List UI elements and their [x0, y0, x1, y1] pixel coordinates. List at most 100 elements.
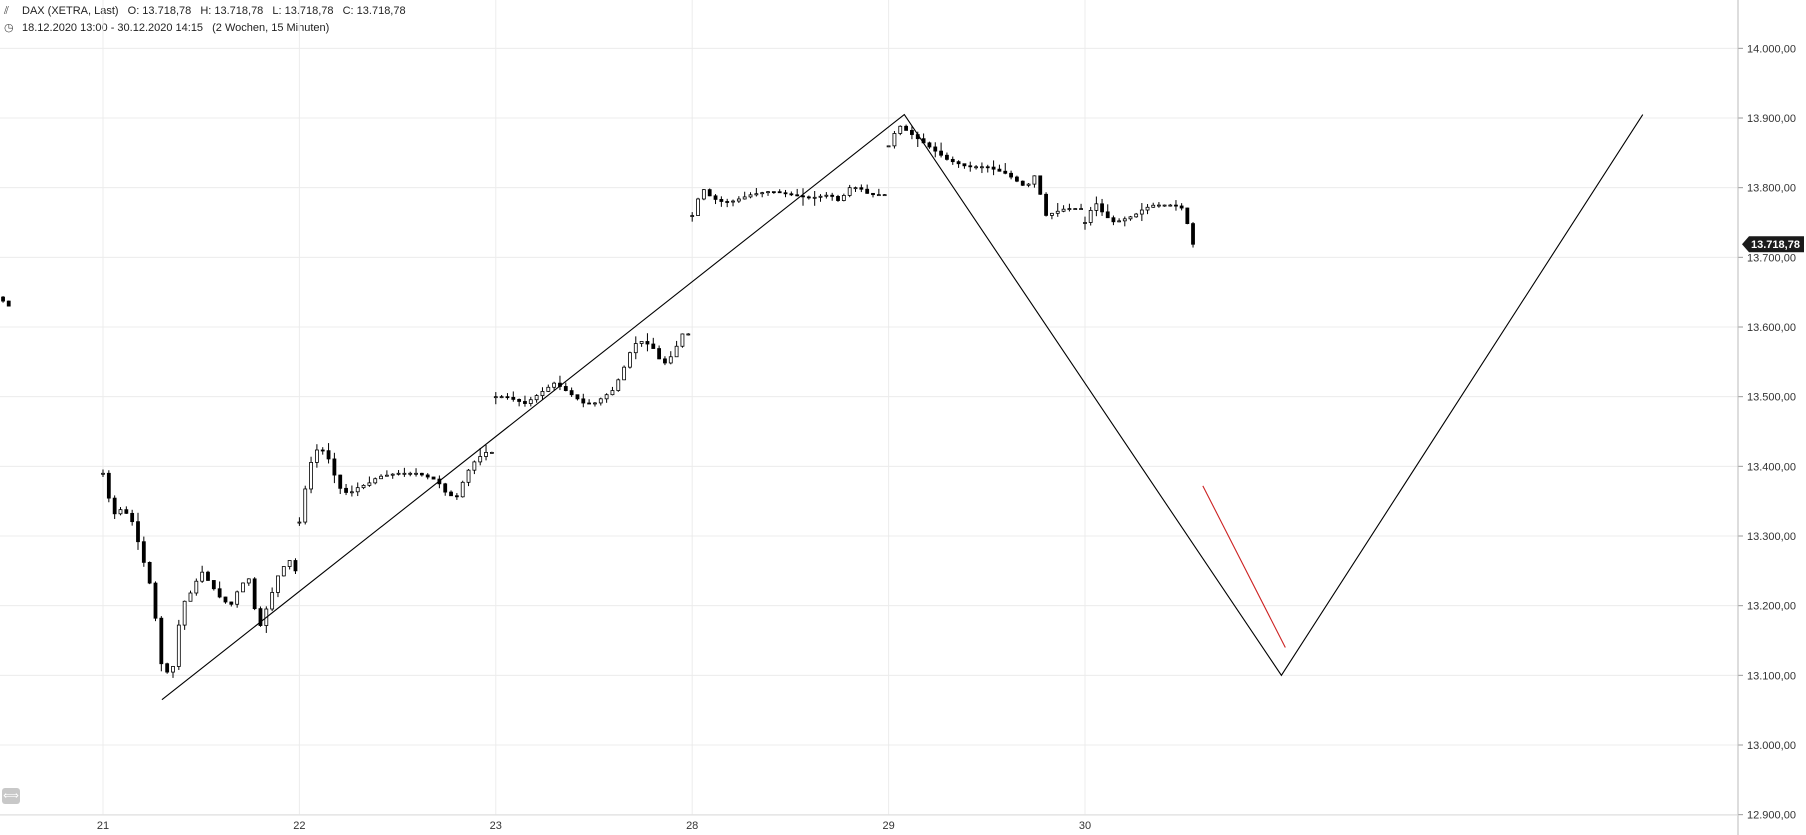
- date-range: 18.12.2020 13:00 - 30.12.2020 14:15: [22, 22, 204, 34]
- candlestick-icon[interactable]: ⫽: [4, 5, 9, 17]
- candle: [402, 467, 407, 477]
- trendline[interactable]: [161, 113, 1644, 701]
- candle: [270, 587, 275, 612]
- candle: [523, 395, 527, 407]
- low-value: L: 13.718,78: [272, 5, 334, 17]
- candle: [886, 145, 891, 148]
- candle: [293, 558, 298, 574]
- candle: [783, 189, 788, 198]
- candle: [112, 495, 117, 520]
- grid: [0, 0, 1738, 816]
- candle: [478, 447, 483, 466]
- candle: [182, 600, 187, 630]
- candle: [153, 581, 158, 622]
- candle: [443, 482, 448, 496]
- candle: [141, 536, 146, 567]
- x-tick-label: 29: [882, 820, 894, 832]
- candle: [707, 188, 712, 197]
- candle: [367, 476, 372, 487]
- instrument-name: DAX (XETRA, Last): [22, 5, 119, 17]
- candle: [419, 472, 424, 477]
- chart-header: ⫽ DAX (XETRA, Last) O: 13.718,78 H: 13.71…: [4, 5, 412, 18]
- candle: [622, 365, 627, 381]
- candle: [1044, 192, 1048, 217]
- candle: [1179, 203, 1184, 211]
- candle: [754, 188, 759, 197]
- candle: [806, 195, 811, 200]
- candle: [657, 345, 662, 360]
- candle: [517, 398, 522, 407]
- candle: [701, 189, 706, 201]
- candle: [546, 384, 551, 393]
- candle: [604, 393, 609, 403]
- toggle-panel-icon[interactable]: ⟺: [2, 788, 20, 804]
- y-tick-label: 13.900,00: [1747, 113, 1796, 125]
- candle: [904, 124, 908, 131]
- candle: [124, 506, 129, 514]
- candle: [950, 156, 955, 165]
- candle: [552, 381, 557, 391]
- candle: [297, 517, 302, 526]
- candle: [258, 606, 263, 627]
- candle: [910, 125, 914, 140]
- x-tick-label: 21: [97, 820, 109, 832]
- candle: [1134, 212, 1139, 218]
- y-tick-label: 13.400,00: [1747, 461, 1796, 473]
- candle: [581, 393, 586, 408]
- candle: [136, 512, 140, 550]
- candle: [795, 188, 800, 197]
- candle: [1162, 204, 1167, 207]
- red-line[interactable]: [1202, 485, 1286, 648]
- candle: [985, 164, 990, 173]
- candle: [159, 616, 164, 672]
- candle: [812, 191, 817, 206]
- candle: [493, 392, 498, 405]
- x-tick-label: 23: [490, 820, 502, 832]
- candle: [587, 399, 592, 405]
- candle: [320, 447, 325, 455]
- candle: [1122, 216, 1127, 227]
- candle: [1094, 196, 1099, 217]
- candle: [859, 184, 864, 193]
- candle: [1088, 206, 1093, 226]
- candle: [130, 509, 135, 526]
- y-tick-label: 13.300,00: [1747, 531, 1796, 543]
- candle: [1139, 203, 1144, 222]
- candle: [1083, 216, 1087, 230]
- candle: [865, 184, 870, 194]
- candle: [801, 188, 805, 206]
- candle: [460, 480, 465, 498]
- candle: [616, 378, 621, 392]
- candle: [229, 601, 234, 607]
- candle: [425, 473, 430, 480]
- candle: [871, 192, 875, 198]
- candle: [246, 578, 251, 586]
- candle: [1079, 203, 1083, 210]
- candle: [610, 386, 615, 396]
- candle: [309, 456, 313, 494]
- candle: [1168, 203, 1173, 207]
- candle: [171, 665, 175, 678]
- candle: [338, 474, 343, 495]
- candle: [1015, 175, 1019, 183]
- candle: [760, 191, 765, 198]
- candles: [1, 124, 1195, 678]
- candle: [1191, 222, 1195, 248]
- candle: [1174, 200, 1178, 211]
- candle: [882, 194, 887, 197]
- candle: [628, 351, 632, 369]
- candle: [534, 394, 539, 403]
- candle: [252, 577, 257, 611]
- candle: [991, 160, 996, 176]
- candle: [633, 336, 638, 360]
- candle: [1020, 180, 1025, 186]
- candle: [719, 196, 724, 207]
- candle: [997, 164, 1002, 172]
- candle: [1061, 205, 1066, 213]
- candle: [593, 402, 597, 407]
- candle: [373, 477, 378, 485]
- candle: [1067, 203, 1072, 212]
- candle: [211, 580, 216, 591]
- candle: [1038, 175, 1043, 195]
